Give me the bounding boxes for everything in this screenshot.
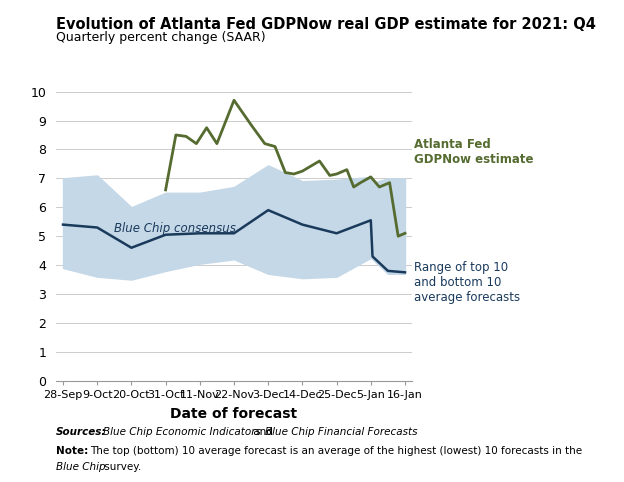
Text: Range of top 10
and bottom 10
average forecasts: Range of top 10 and bottom 10 average fo… <box>414 261 520 304</box>
Text: survey.: survey. <box>101 462 142 472</box>
Text: Blue Chip Financial Forecasts: Blue Chip Financial Forecasts <box>265 427 417 437</box>
Text: Quarterly percent change (SAAR): Quarterly percent change (SAAR) <box>56 31 266 44</box>
Text: Blue Chip Economic Indicators: Blue Chip Economic Indicators <box>103 427 261 437</box>
Text: Evolution of Atlanta Fed GDPNow real GDP estimate for 2021: Q4: Evolution of Atlanta Fed GDPNow real GDP… <box>56 17 596 32</box>
Text: Note:: Note: <box>56 446 89 456</box>
Text: Atlanta Fed
GDPNow estimate: Atlanta Fed GDPNow estimate <box>414 138 533 166</box>
X-axis label: Date of forecast: Date of forecast <box>170 407 298 421</box>
Text: The top (bottom) 10 average forecast is an average of the highest (lowest) 10 fo: The top (bottom) 10 average forecast is … <box>90 446 583 456</box>
Text: Sources:: Sources: <box>56 427 107 437</box>
Text: and: and <box>250 427 276 437</box>
Text: Blue Chip: Blue Chip <box>56 462 106 472</box>
Text: Blue Chip consensus: Blue Chip consensus <box>114 223 236 235</box>
